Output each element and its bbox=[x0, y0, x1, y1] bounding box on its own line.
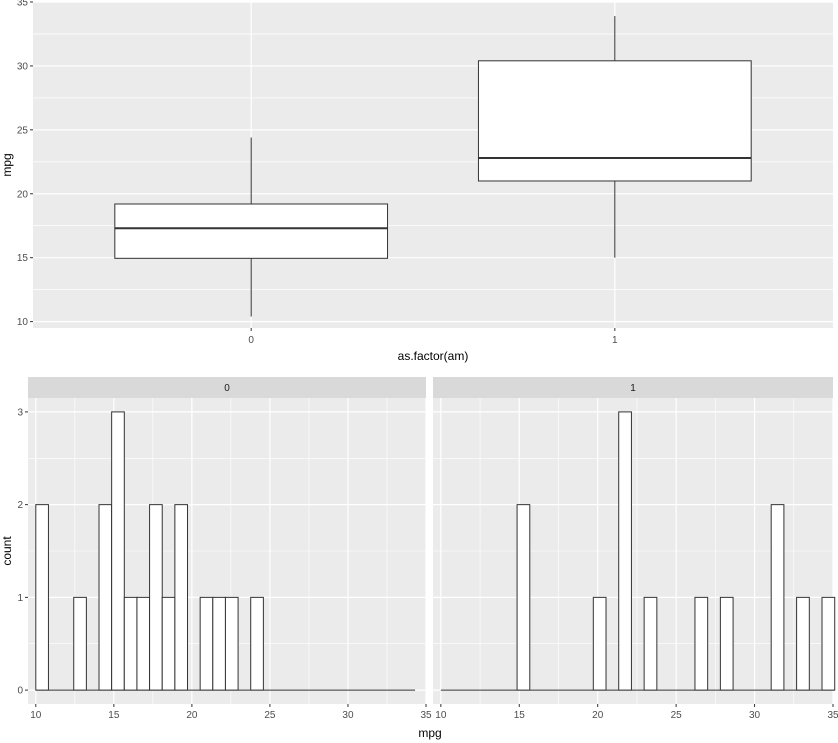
facet-strip-0 bbox=[28, 377, 426, 398]
histogram-bar bbox=[821, 596, 836, 691]
boxplot-y-tick-label: 20 bbox=[17, 189, 29, 200]
facet-0-bars bbox=[35, 411, 416, 691]
histogram-x-tick-label: 20 bbox=[186, 710, 198, 721]
histogram-x-tick-label: 35 bbox=[420, 710, 432, 721]
histogram-bar bbox=[770, 504, 785, 691]
histogram-bar bbox=[123, 596, 138, 691]
boxplot-x-axis-title: as.factor(am) bbox=[398, 349, 469, 363]
histogram-bar bbox=[149, 504, 163, 691]
boxplot-y-tick-label: 35 bbox=[17, 0, 29, 9]
histogram-bar bbox=[98, 504, 113, 691]
histogram-x-tick-label: 15 bbox=[514, 710, 526, 721]
histogram-y-tick-label: 0 bbox=[17, 686, 23, 697]
histogram-bar bbox=[694, 596, 709, 691]
boxplot-y-tick-label: 30 bbox=[17, 61, 29, 72]
facet-strip-1 bbox=[433, 377, 833, 398]
histogram-bar bbox=[136, 596, 151, 691]
histogram-y-tick-label: 2 bbox=[17, 500, 23, 511]
histogram-bar bbox=[111, 411, 125, 691]
histogram-bar bbox=[796, 596, 810, 691]
boxplot-y-tick-labels: 10 15 20 25 30 35 bbox=[17, 0, 33, 328]
histogram-bar bbox=[174, 504, 189, 691]
histogram-bar bbox=[199, 596, 214, 691]
boxplot-gridlines bbox=[33, 1, 833, 328]
histogram-bar bbox=[224, 596, 239, 691]
histogram-bar bbox=[73, 596, 87, 691]
boxplot-x-tick-label: 0 bbox=[248, 335, 254, 346]
histogram-y-tick-label: 3 bbox=[17, 407, 23, 418]
histogram-y-tick-label: 1 bbox=[17, 593, 23, 604]
histogram-bar bbox=[35, 504, 49, 691]
histogram-y-tick-labels: 0 1 2 3 bbox=[17, 407, 28, 697]
facet-strip-label-1: 1 bbox=[630, 383, 636, 394]
histogram-bar bbox=[250, 596, 264, 691]
histogram-bar bbox=[161, 596, 176, 691]
boxplot-y-tick-label: 15 bbox=[17, 253, 29, 264]
histogram-x-tick-label: 20 bbox=[592, 710, 604, 721]
histogram-x-tick-label: 25 bbox=[671, 710, 683, 721]
histogram-bar bbox=[212, 596, 226, 691]
boxplot-y-tick-label: 25 bbox=[17, 125, 29, 136]
box-body-1 bbox=[477, 60, 752, 182]
histogram-x-tick-label: 30 bbox=[342, 710, 354, 721]
histogram-x-tick-label: 35 bbox=[827, 710, 838, 721]
boxplot-x-tick-label: 1 bbox=[612, 335, 618, 346]
boxplot-y-axis-title: mpg bbox=[0, 153, 14, 176]
facet-1-bars bbox=[440, 411, 836, 691]
facet-1-gridlines bbox=[433, 398, 834, 704]
histogram-bar bbox=[516, 504, 531, 691]
facet-strip-label-0: 0 bbox=[224, 383, 230, 394]
histogram-x-tick-label: 10 bbox=[435, 710, 447, 721]
histogram-x-axis-title: mpg bbox=[418, 726, 441, 740]
histogram-x-tick-label: 25 bbox=[264, 710, 276, 721]
histogram-x-tick-labels: 10 15 20 25 30 35 10 15 20 25 30 35 bbox=[30, 704, 838, 721]
histogram-bar bbox=[592, 596, 607, 691]
boxplot-marks bbox=[114, 16, 752, 317]
histogram-x-tick-label: 10 bbox=[30, 710, 42, 721]
histogram-bar bbox=[618, 411, 632, 691]
histogram-x-tick-label: 30 bbox=[749, 710, 761, 721]
box-body-0 bbox=[114, 203, 389, 259]
histogram-y-axis-title: count bbox=[0, 536, 14, 566]
histogram-bar bbox=[719, 596, 734, 691]
histogram-x-tick-label: 15 bbox=[108, 710, 120, 721]
histogram-bar bbox=[643, 596, 658, 691]
boxplot-y-tick-label: 10 bbox=[17, 317, 29, 328]
